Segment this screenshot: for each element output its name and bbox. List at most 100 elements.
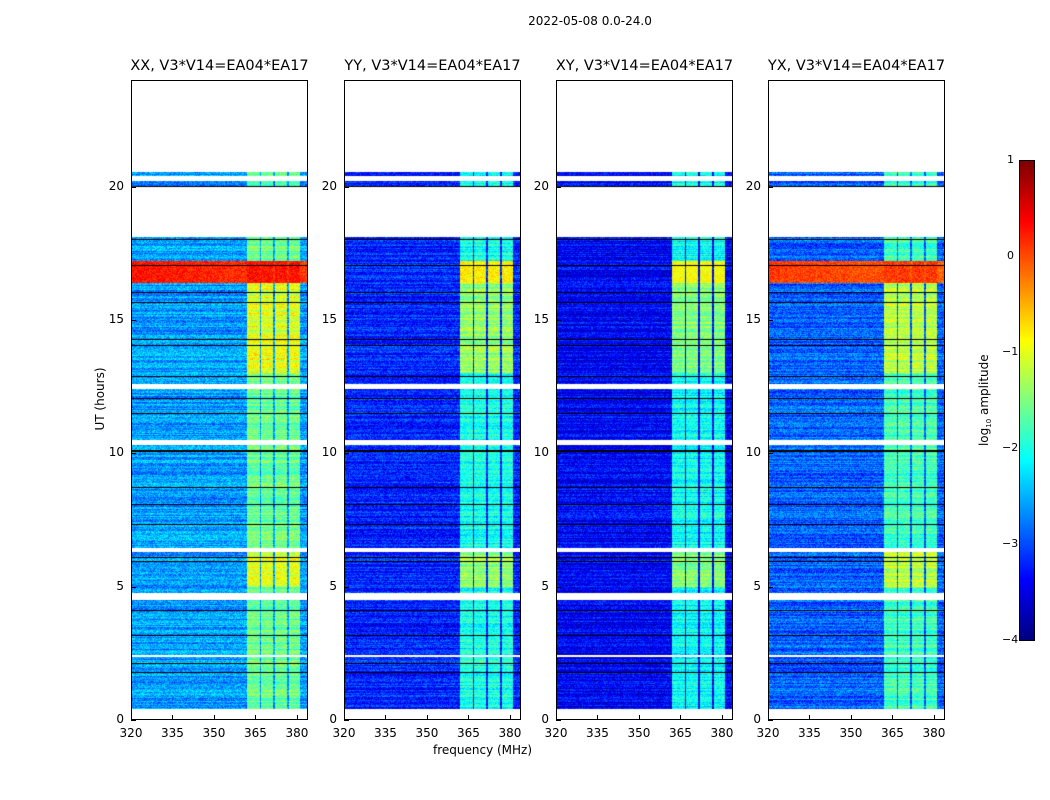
x-tick-label: 380 [498, 726, 522, 740]
x-tick-label: 320 [119, 726, 143, 740]
y-tick-mark [768, 320, 773, 321]
y-tick-label: 5 [541, 578, 549, 593]
x-tick-label: 350 [415, 726, 439, 740]
colorbar-label-sub: 10 [985, 418, 994, 428]
y-tick-label: 10 [321, 445, 337, 460]
x-tick-label: 320 [544, 726, 568, 740]
x-tick-mark [172, 715, 174, 720]
colorbar-tick-label: 1 [1007, 153, 1014, 166]
x-tick-label: 320 [332, 726, 356, 740]
colorbar-tick-label: −2 [1002, 441, 1019, 454]
y-tick-mark [131, 186, 136, 188]
x-tick-mark [468, 715, 470, 720]
x-tick-mark [344, 715, 345, 720]
colorbar [1019, 160, 1035, 641]
y-tick-mark [131, 453, 136, 455]
y-tick-mark [768, 720, 773, 721]
spectrogram-panel: XX, V3*V14=EA04*EA17 320 335 350 365 380 0 5 10 1… [109, 58, 309, 740]
x-tick-label: 335 [586, 726, 609, 740]
y-tick-label: 0 [329, 712, 337, 726]
y-tick-mark [131, 320, 136, 321]
x-tick-label: 350 [202, 726, 226, 740]
y-tick-label: 10 [108, 445, 124, 460]
y-tick-mark [344, 586, 349, 588]
colorbar-tick-label: −3 [1002, 537, 1019, 550]
y-tick-mark [556, 720, 561, 721]
x-tick-mark [597, 715, 599, 720]
x-tick-mark [385, 715, 387, 720]
y-tick-mark [131, 720, 136, 721]
x-tick-mark [680, 715, 682, 720]
y-tick-label: 20 [745, 178, 761, 193]
x-tick-label: 320 [756, 726, 780, 740]
x-tick-mark [850, 715, 852, 720]
y-tick-mark [556, 453, 561, 455]
x-tick-mark [892, 715, 894, 720]
x-tick-label: 335 [374, 726, 397, 740]
y-tick-mark [131, 586, 136, 588]
y-tick-label: 0 [541, 712, 549, 726]
y-tick-mark [556, 586, 561, 588]
spectrogram-panel: YX, V3*V14=EA04*EA17 320 335 350 365 380 0 5 10 1… [746, 58, 946, 740]
y-tick-label: 0 [116, 712, 124, 726]
y-tick-label: 15 [108, 312, 124, 326]
x-tick-label: 365 [881, 726, 904, 740]
panel-title: YX, V3*V14=EA04*EA17 [767, 58, 946, 74]
panel-title: XY, V3*V14=EA04*EA17 [555, 58, 734, 74]
x-tick-mark [213, 715, 215, 720]
y-tick-mark [344, 320, 349, 321]
y-tick-label: 20 [321, 178, 337, 193]
x-tick-mark [933, 715, 935, 720]
colorbar-label: log10 amplitude [977, 345, 993, 455]
y-tick-label: 15 [321, 312, 337, 326]
y-tick-label: 5 [329, 578, 337, 593]
spectrogram-panel: YY, V3*V14=EA04*EA17 320 335 350 365 380 0 5 10 1… [322, 58, 522, 740]
x-tick-label: 365 [457, 726, 480, 740]
heatmap-image [768, 80, 945, 720]
y-tick-label: 0 [753, 712, 761, 726]
y-tick-mark [768, 586, 773, 588]
x-tick-label: 365 [244, 726, 267, 740]
x-axis-label: frequency (MHz) [433, 743, 533, 757]
x-tick-label: 380 [710, 726, 734, 740]
colorbar-tick-label: −4 [1002, 633, 1019, 646]
colorbar-label-main: log [976, 427, 991, 447]
x-tick-mark [426, 715, 428, 720]
y-tick-label: 15 [533, 312, 549, 326]
x-tick-label: 350 [839, 726, 863, 740]
y-tick-label: 20 [533, 178, 549, 193]
heatmap-image [131, 80, 308, 720]
y-tick-label: 5 [753, 578, 761, 593]
y-tick-label: 15 [745, 312, 761, 326]
y-axis-label: UT (hours) [93, 367, 107, 431]
x-tick-mark [721, 715, 723, 720]
figure-title: 2022-05-08 0.0-24.0 [528, 14, 652, 28]
x-tick-label: 380 [285, 726, 309, 740]
y-tick-mark [556, 320, 561, 321]
x-tick-mark [638, 715, 640, 720]
y-tick-mark [768, 186, 773, 188]
x-tick-mark [556, 715, 557, 720]
x-tick-label: 335 [798, 726, 821, 740]
panel-title: XX, V3*V14=EA04*EA17 [130, 58, 309, 74]
y-tick-label: 5 [116, 578, 124, 593]
y-tick-label: 10 [745, 445, 761, 460]
colorbar-tick-label: −1 [1002, 345, 1019, 358]
y-tick-label: 20 [108, 178, 124, 193]
colorbar-tick-label: 0 [1007, 249, 1014, 262]
y-tick-mark [556, 186, 561, 188]
colorbar-label-rest: amplitude [976, 354, 991, 419]
heatmap-image [344, 80, 521, 720]
y-tick-mark [344, 720, 349, 721]
x-tick-mark [509, 715, 511, 720]
x-tick-mark [768, 715, 769, 720]
y-tick-mark [344, 453, 349, 455]
x-tick-label: 380 [922, 726, 946, 740]
x-tick-mark [296, 715, 298, 720]
x-tick-mark [809, 715, 811, 720]
heatmap-image [556, 80, 733, 720]
y-tick-label: 10 [533, 445, 549, 460]
x-tick-mark [255, 715, 257, 720]
y-tick-mark [344, 186, 349, 188]
spectrogram-panel: XY, V3*V14=EA04*EA17 320 335 350 365 380 0 5 10 1… [534, 58, 734, 740]
